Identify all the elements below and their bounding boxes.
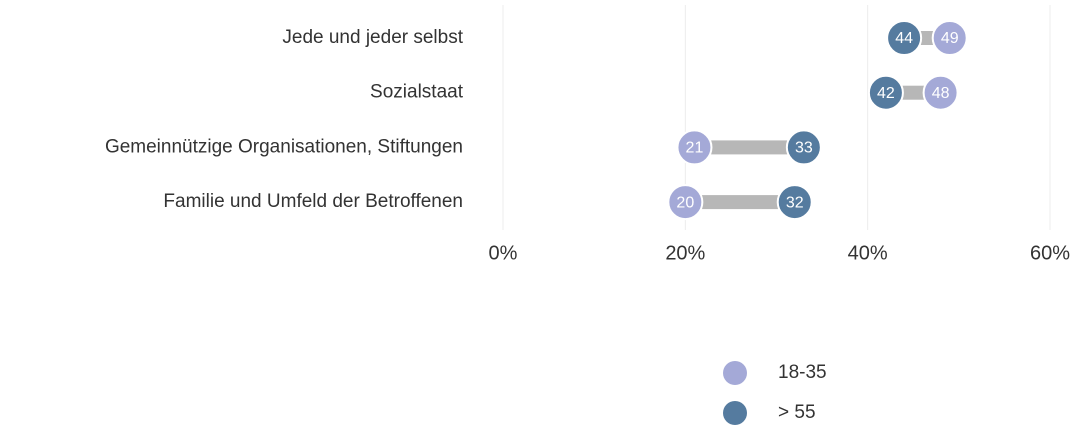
dot: [886, 20, 923, 56]
legend-swatch: [723, 401, 747, 425]
data-label: 20: [676, 194, 694, 211]
category-label: Sozialstaat: [370, 82, 464, 103]
data-label: 49: [941, 30, 959, 47]
x-tick-label: 60%: [1030, 242, 1070, 264]
dot: [676, 129, 713, 166]
dot: [785, 129, 822, 166]
dot: [776, 184, 813, 221]
x-tick-label: 0%: [489, 242, 518, 264]
category-label: Gemeinnützige Organisationen, Stiftungen: [105, 136, 463, 157]
data-label: 44: [895, 30, 913, 47]
category-label: Jede und jeder selbst: [282, 27, 463, 48]
x-tick-label: 20%: [665, 242, 705, 264]
data-label: 42: [877, 85, 895, 102]
legend-label: 18-35: [778, 362, 827, 383]
dot: [667, 184, 704, 221]
connector: [694, 140, 804, 155]
data-label: 32: [786, 194, 804, 211]
data-label: 48: [932, 85, 950, 102]
data-label: 21: [686, 140, 704, 157]
category-label: Familie und Umfeld der Betroffenen: [163, 191, 463, 212]
x-tick-label: 40%: [848, 242, 888, 264]
dot: [867, 74, 904, 111]
connector: [685, 195, 795, 210]
data-label: 33: [795, 140, 813, 157]
legend-label: > 55: [778, 402, 816, 423]
dot: [922, 74, 959, 111]
legend-swatch: [723, 361, 747, 385]
dot: [931, 20, 968, 56]
